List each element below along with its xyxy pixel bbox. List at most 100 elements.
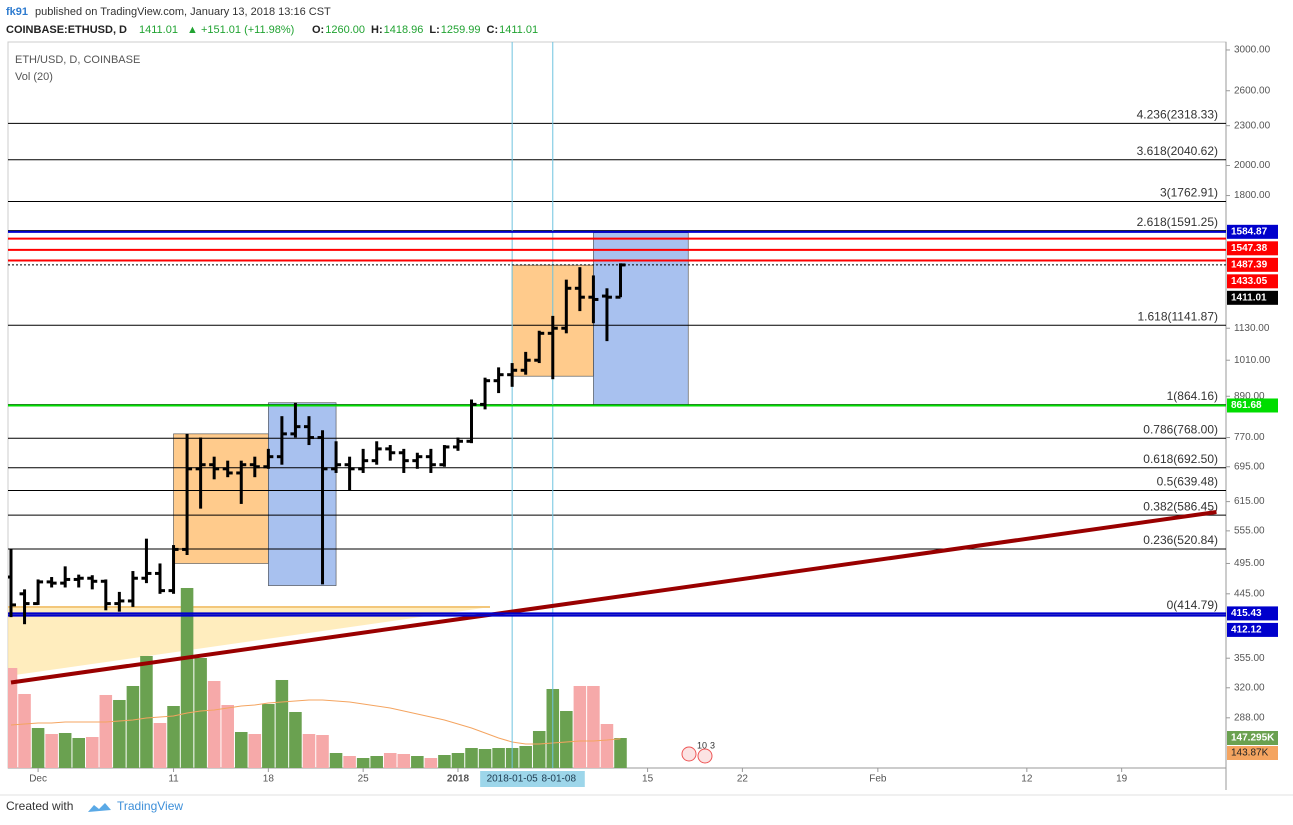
crosshair-tag xyxy=(480,771,585,787)
volume-bar xyxy=(18,693,31,768)
volume-bar xyxy=(8,667,18,768)
fib-label: 1.618(1141.87) xyxy=(1137,309,1218,323)
volume-ma xyxy=(10,699,621,745)
volume-bar xyxy=(58,732,72,768)
x-tick-label: 22 xyxy=(737,774,749,785)
y-tick-label: 1130.00 xyxy=(1234,323,1270,334)
fib-label: 0.618(692.50) xyxy=(1143,452,1218,466)
level-tag xyxy=(1227,274,1278,289)
volume-bar xyxy=(560,710,573,768)
volume-bar xyxy=(207,680,221,768)
y-tick-label: 2600.00 xyxy=(1234,85,1271,96)
volume-bar xyxy=(573,685,587,768)
level-label: 412.12 xyxy=(1231,625,1262,636)
volume-bar xyxy=(519,745,532,768)
fib-label: 0.236(520.84) xyxy=(1143,533,1218,547)
ma-tag xyxy=(1227,746,1278,760)
x-tick-label: Feb xyxy=(869,774,887,785)
ma-last: 143.87K xyxy=(1231,748,1269,759)
volume-bar xyxy=(167,705,180,768)
volume-bar xyxy=(438,754,451,768)
level-tag xyxy=(1227,224,1278,239)
symbol: COINBASE:ETHUSD, D xyxy=(6,24,127,36)
x-tick-label: Dec xyxy=(29,774,47,785)
fib-label: 0.786(768.00) xyxy=(1143,422,1218,436)
legend-title: ETH/USD, D, COINBASE xyxy=(15,54,140,66)
ohlc-header: O: 1260.00 H: 1418.96 L: 1259.99 C: 1411.01 xyxy=(312,24,538,36)
author: fk91 xyxy=(6,6,28,18)
volume-last: 147.295K xyxy=(1231,733,1275,744)
y-tick-label: 2300.00 xyxy=(1234,120,1271,131)
ohlc-value: 1260.00 xyxy=(325,24,365,36)
volume-bar xyxy=(465,747,478,768)
level-label: 1584.87 xyxy=(1231,226,1268,237)
volume-bar xyxy=(383,752,397,768)
fib-label: 3(1762.91) xyxy=(1160,186,1218,200)
ohlc-key: L: xyxy=(429,24,439,36)
volume-bar xyxy=(478,748,492,768)
y-tick-label: 615.00 xyxy=(1234,496,1265,507)
volume-bar xyxy=(126,685,140,768)
ohlc-value: 1418.96 xyxy=(384,24,424,36)
x-tick-label: 11 xyxy=(168,774,179,785)
event-count: 10 xyxy=(697,740,707,750)
level-label: 1433.05 xyxy=(1231,276,1268,287)
crosshair-label: 2018-01-05 xyxy=(487,774,539,785)
y-tick-label: 3000.00 xyxy=(1234,45,1271,56)
y-tick-label: 445.00 xyxy=(1234,588,1265,599)
volume-bar xyxy=(248,733,262,768)
level-label: 1411.01 xyxy=(1231,292,1267,303)
volume-bar xyxy=(221,704,234,768)
x-tick-label: 15 xyxy=(642,774,654,785)
volume-bar xyxy=(397,753,411,768)
y-tick-label: 320.00 xyxy=(1234,682,1265,693)
level-tag xyxy=(1227,622,1278,637)
x-tick-label: 18 xyxy=(263,774,275,785)
x-tick-label: 12 xyxy=(1021,774,1033,785)
volume-bar xyxy=(343,755,356,768)
volume-bar xyxy=(600,723,614,768)
y-tick-label: 1800.00 xyxy=(1234,190,1271,201)
level-tag xyxy=(1227,290,1278,305)
volume-bar xyxy=(140,655,153,768)
change: ▲ +151.01 (+11.98%) xyxy=(187,24,294,36)
volume-bar xyxy=(370,755,383,768)
fib-label: 4.236(2318.33) xyxy=(1137,108,1218,122)
volume-bar xyxy=(587,685,600,768)
volume-tag xyxy=(1227,731,1278,745)
ohlc-value: 1259.99 xyxy=(441,24,481,36)
volume-bar xyxy=(113,699,126,768)
volume-bar xyxy=(85,736,99,768)
ohlc-key: H: xyxy=(371,24,383,36)
level-tag xyxy=(1227,257,1278,272)
level-tag xyxy=(1227,606,1278,621)
y-tick-label: 355.00 xyxy=(1234,653,1265,664)
x-tick-label: 19 xyxy=(1116,774,1128,785)
level-label: 861.68 xyxy=(1231,400,1262,411)
volume-bar xyxy=(329,752,343,768)
y-tick-label: 555.00 xyxy=(1234,525,1265,536)
event-icon xyxy=(681,746,697,762)
box xyxy=(268,402,337,586)
volume-bar xyxy=(45,733,58,768)
volume-bar xyxy=(614,737,627,768)
volume-bar xyxy=(31,727,45,768)
level-tag xyxy=(1227,398,1278,413)
fib-label: 3.618(2040.62) xyxy=(1137,144,1218,158)
y-tick-label: 288.00 xyxy=(1234,712,1265,723)
volume-bar xyxy=(356,757,370,768)
volume-bar xyxy=(451,752,465,768)
x-tick-label: 2018 xyxy=(447,774,470,785)
volume-bar xyxy=(275,679,289,768)
y-tick-label: 890.00 xyxy=(1234,391,1265,402)
volume-bar xyxy=(424,757,438,768)
ohlc-key: O: xyxy=(312,24,324,36)
volume-bar xyxy=(302,733,316,768)
volume-bar xyxy=(180,587,194,768)
events: 10 3 xyxy=(681,740,715,764)
level-tag xyxy=(1227,241,1278,256)
published: published on TradingView.com, January 13… xyxy=(35,6,331,18)
trendline xyxy=(10,510,1217,685)
volume-bar xyxy=(492,747,505,768)
